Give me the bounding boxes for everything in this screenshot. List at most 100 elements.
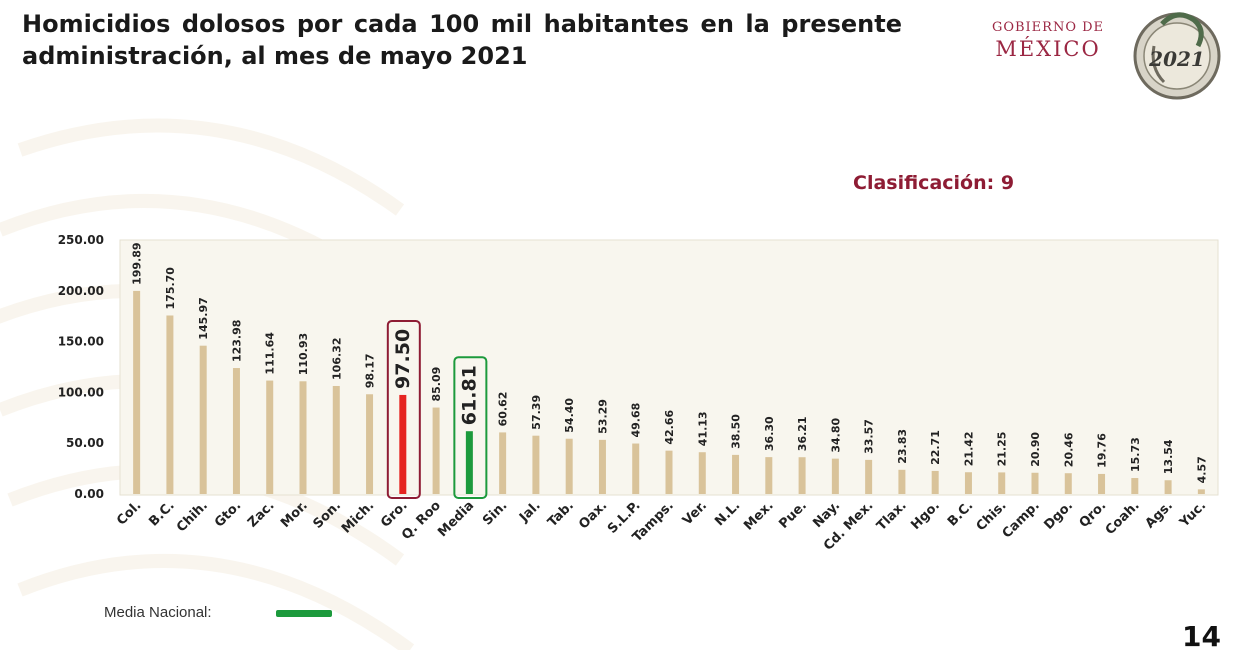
bar <box>299 381 307 494</box>
bar <box>765 457 773 494</box>
x-tick-label: Sin. <box>480 498 510 528</box>
x-tick-label: Zac. <box>245 498 277 530</box>
bar-value-label: 33.57 <box>863 419 876 454</box>
value-labels: 199.89 175.70 145.97 123.98 111.64 110.93 106.… <box>131 242 1209 483</box>
seal-2021-icon: 2021 <box>1133 12 1221 100</box>
bar-value-label: 36.30 <box>763 416 776 451</box>
x-tick-label: Yuc. <box>1176 498 1209 531</box>
bar-value-label: 175.70 <box>164 267 177 310</box>
bar <box>865 459 873 494</box>
bar <box>565 438 573 494</box>
bar <box>1131 478 1139 494</box>
page-number: 14 <box>1182 620 1221 653</box>
x-tick-label: Media <box>435 498 477 540</box>
bar <box>1197 489 1205 494</box>
bar <box>133 290 141 494</box>
bar-value-label: 199.89 <box>131 242 144 284</box>
x-tick-label: Tlax. <box>874 498 910 534</box>
x-tick-label: Mex. <box>741 498 776 533</box>
bar-value-label: 106.32 <box>330 338 343 380</box>
x-tick-label: Coah. <box>1103 498 1143 538</box>
bar <box>332 385 340 494</box>
gobierno-de-mexico-logo: GOBIERNO DE MÉXICO <box>968 20 1128 61</box>
bar <box>698 452 706 494</box>
highlight-box <box>386 319 421 499</box>
bar <box>898 469 906 494</box>
bar-value-label: 21.42 <box>962 431 975 466</box>
bar <box>931 470 939 494</box>
bar-value-label: 57.39 <box>530 395 543 430</box>
y-tick-label: 150.00 <box>58 335 104 349</box>
page-title: Homicidios dolosos por cada 100 mil habi… <box>22 10 902 70</box>
bar-value-label: 41.13 <box>696 411 709 446</box>
media-box <box>453 356 488 500</box>
bar-value-label: 4.57 <box>1195 456 1208 483</box>
bar <box>499 432 507 494</box>
x-tick-label: Jal. <box>516 498 544 526</box>
bar-value-label: 123.98 <box>230 320 243 362</box>
x-tick-label: Camp. <box>1000 498 1043 541</box>
bar-value-label: 60.62 <box>497 392 510 427</box>
bar-value-label: 85.09 <box>430 367 443 402</box>
bar-value-label: 20.90 <box>1029 432 1042 467</box>
bar-value-label: 21.25 <box>996 432 1009 467</box>
x-tick-label: Gto. <box>212 498 244 530</box>
bar-value-label: 53.29 <box>596 399 609 434</box>
bar-value-label: 54.40 <box>563 398 576 433</box>
bar-value-label: 110.93 <box>297 333 310 375</box>
bars <box>133 290 1205 494</box>
bar-value-label: 111.64 <box>264 332 277 375</box>
y-axis: 0.00 50.00 100.00 150.00 200.00 250.00 <box>58 233 104 501</box>
bar <box>199 345 207 494</box>
bar <box>1098 473 1106 494</box>
bar <box>465 431 473 494</box>
y-tick-label: 250.00 <box>58 233 104 247</box>
x-tick-label: Ver. <box>680 498 710 528</box>
bar-value-label: 13.54 <box>1162 439 1175 474</box>
highlight-boxes <box>386 319 488 500</box>
bar <box>998 472 1006 494</box>
bar-value-label: 34.80 <box>829 418 842 453</box>
legend-label: Media Nacional: <box>104 604 212 621</box>
bar-value-label: 23.83 <box>896 429 909 464</box>
bar <box>266 380 274 494</box>
bar-value-label: 42.66 <box>663 410 676 445</box>
y-tick-label: 50.00 <box>66 436 104 450</box>
bar-value-label: 97.50 <box>392 329 414 389</box>
bar <box>232 368 240 494</box>
bar <box>798 457 806 494</box>
x-tick-label: Col. <box>114 498 144 528</box>
category-labels: Col. B.C.Chih. Gto. Zac. Mor. Son.Mich. Gro.Q.… <box>114 498 1209 553</box>
y-tick-label: 0.00 <box>74 487 104 501</box>
x-tick-label: Hgo. <box>908 498 943 533</box>
bar-value-label: 36.21 <box>796 416 809 451</box>
logo-line-1: GOBIERNO DE <box>991 20 1105 35</box>
bar-value-label: 20.46 <box>1062 432 1075 467</box>
bar <box>1164 480 1172 494</box>
bar-value-label: 15.73 <box>1129 437 1142 472</box>
x-tick-label: Dgo. <box>1041 498 1076 533</box>
classification-label: Clasificación: 9 <box>853 172 1015 194</box>
x-tick-label: Mich. <box>339 498 377 536</box>
seal-year: 2021 <box>1148 47 1205 71</box>
bar <box>964 472 972 494</box>
x-tick-label: B.C. <box>945 498 976 529</box>
bar <box>732 454 740 494</box>
x-tick-label: Ags. <box>1143 498 1176 531</box>
logo-line-2: MÉXICO <box>995 37 1101 61</box>
bar <box>532 435 540 494</box>
bar-value-label: 61.81 <box>458 365 480 425</box>
bar-value-label: 22.71 <box>929 430 942 465</box>
bar <box>1064 473 1072 494</box>
bar <box>399 394 407 494</box>
bar-value-label: 38.50 <box>730 414 743 449</box>
bar-value-label: 98.17 <box>364 353 377 388</box>
x-tick-label: Pue. <box>776 498 810 532</box>
bar-chart: 0.00 50.00 100.00 150.00 200.00 250.00 199.89… <box>58 233 1219 554</box>
bar <box>665 450 673 494</box>
bar-value-label: 145.97 <box>197 297 210 339</box>
x-tick-label: N.L. <box>712 498 743 529</box>
y-tick-label: 200.00 <box>58 284 104 298</box>
bar <box>366 394 374 494</box>
bar-value-label: 19.76 <box>1096 433 1109 468</box>
